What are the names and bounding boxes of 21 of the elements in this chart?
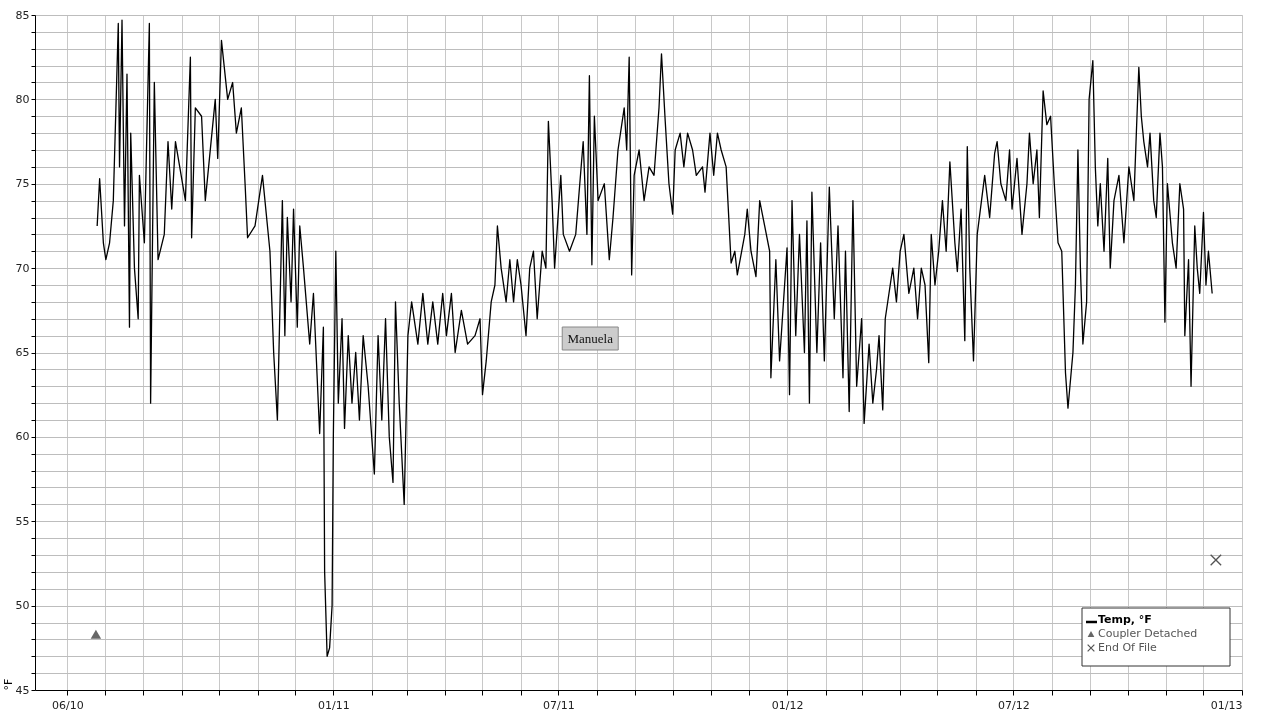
y-tick-label: 55 [15, 514, 30, 528]
y-tick-label: 60 [15, 430, 30, 444]
y-tick-label: 45 [15, 683, 30, 697]
x-tick-label: 06/10 [51, 698, 84, 712]
annotation: Manuela [567, 331, 614, 346]
x-tick-label: 01/13 [1210, 698, 1243, 712]
y-tick-label: 85 [15, 8, 30, 22]
y-tick-label: 65 [15, 346, 30, 359]
x-tick-label: 01/12 [771, 698, 804, 712]
x-tick-label: 07/11 [542, 698, 575, 712]
legend-label: Coupler Detached [1098, 627, 1198, 640]
y-tick-label: 70 [15, 261, 30, 275]
y-tick-label: 50 [15, 599, 30, 613]
line-series [96, 19, 1213, 657]
y-tick-label: 75 [15, 177, 30, 191]
legend-label: Temp, °F [1098, 613, 1152, 626]
y-axis-title: °F [1, 678, 15, 691]
y-tick-label: 80 [15, 92, 30, 106]
legend-label: End Of File [1098, 641, 1158, 654]
x-tick-label: 07/12 [997, 698, 1030, 712]
x-tick-label: 01/11 [317, 698, 350, 712]
